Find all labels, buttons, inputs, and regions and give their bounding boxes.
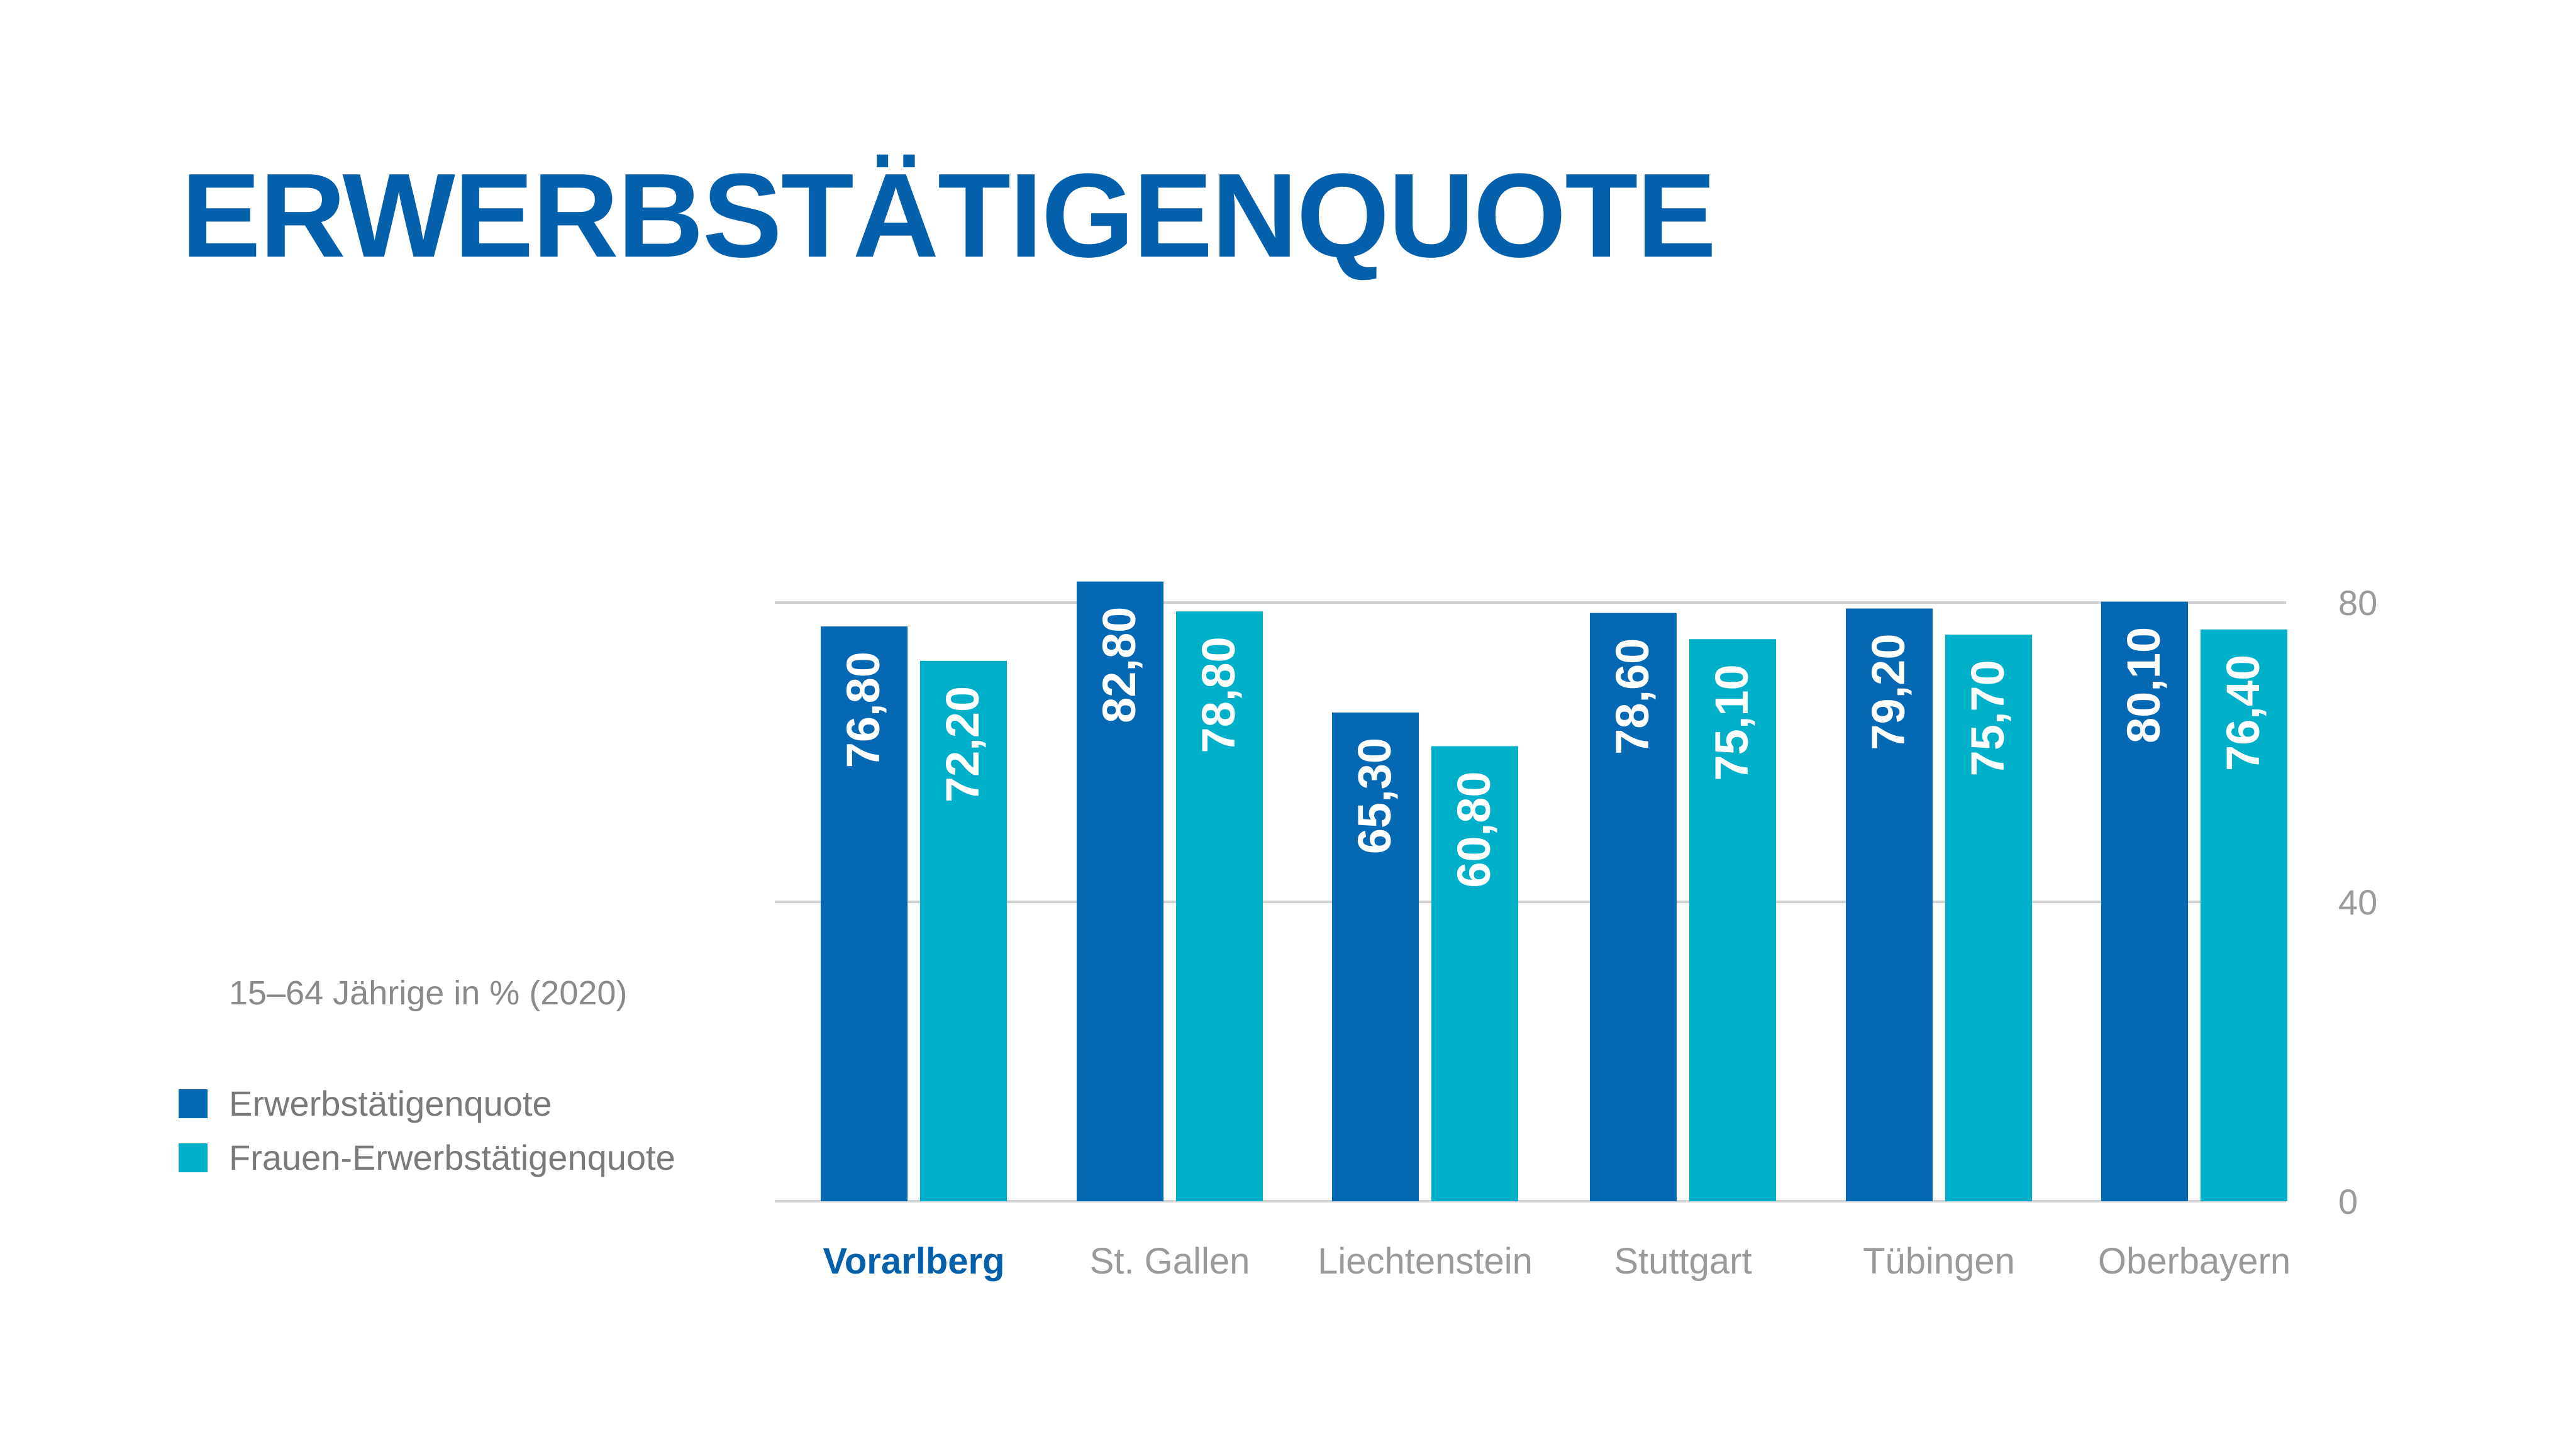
bar xyxy=(2101,601,2188,1201)
data-label: 82,80 xyxy=(1093,607,1145,723)
data-label: 80,10 xyxy=(2118,627,2170,743)
data-label: 60,80 xyxy=(1448,771,1500,887)
data-label: 79,20 xyxy=(1862,634,1914,750)
y-tick-label: 40 xyxy=(2338,882,2377,922)
bar xyxy=(1590,613,1677,1201)
data-label: 78,80 xyxy=(1192,636,1245,753)
legend-item-frauen-erwerbstaetigenquote: Frauen-Erwerbstätigenquote xyxy=(179,1137,675,1178)
legend-label: Frauen-Erwerbstätigenquote xyxy=(229,1138,675,1177)
bar xyxy=(1945,635,2032,1201)
x-tick-label: St. Gallen xyxy=(1090,1241,1250,1282)
data-label: 76,40 xyxy=(2217,655,2269,771)
data-label: 76,80 xyxy=(837,652,889,768)
y-tick-label: 0 xyxy=(2338,1182,2358,1221)
bar xyxy=(2201,629,2287,1201)
y-tick-label: 80 xyxy=(2338,583,2377,623)
bar xyxy=(821,626,908,1201)
bar xyxy=(1431,746,1518,1201)
x-tick-label: Stuttgart xyxy=(1614,1241,1752,1282)
x-tick-label: Oberbayern xyxy=(2098,1241,2290,1282)
bar xyxy=(920,660,1007,1201)
x-tick-label: Tübingen xyxy=(1863,1241,2015,1282)
legend-swatch xyxy=(179,1089,208,1118)
chart-subtitle: 15–64 Jährige in % (2020) xyxy=(229,974,628,1012)
bar xyxy=(1689,639,1776,1201)
x-tick-label: Liechtenstein xyxy=(1318,1241,1533,1282)
data-label: 72,20 xyxy=(936,686,989,802)
data-label: 75,10 xyxy=(1706,664,1758,780)
bar xyxy=(1332,712,1419,1201)
legend-swatch xyxy=(179,1143,208,1172)
x-tick-label: Vorarlberg xyxy=(823,1241,1004,1282)
legend-item-erwerbstaetigenquote: Erwerbstätigenquote xyxy=(179,1083,552,1124)
data-label: 75,70 xyxy=(1962,660,2014,776)
bar xyxy=(1077,581,1163,1201)
bar xyxy=(1176,611,1263,1201)
legend-label: Erwerbstätigenquote xyxy=(229,1084,552,1123)
chart-title: ERWERBSTÄTIGENQUOTE xyxy=(181,149,1716,282)
bar xyxy=(1846,608,1933,1201)
data-label: 65,30 xyxy=(1348,738,1401,854)
data-label: 78,60 xyxy=(1606,638,1658,755)
